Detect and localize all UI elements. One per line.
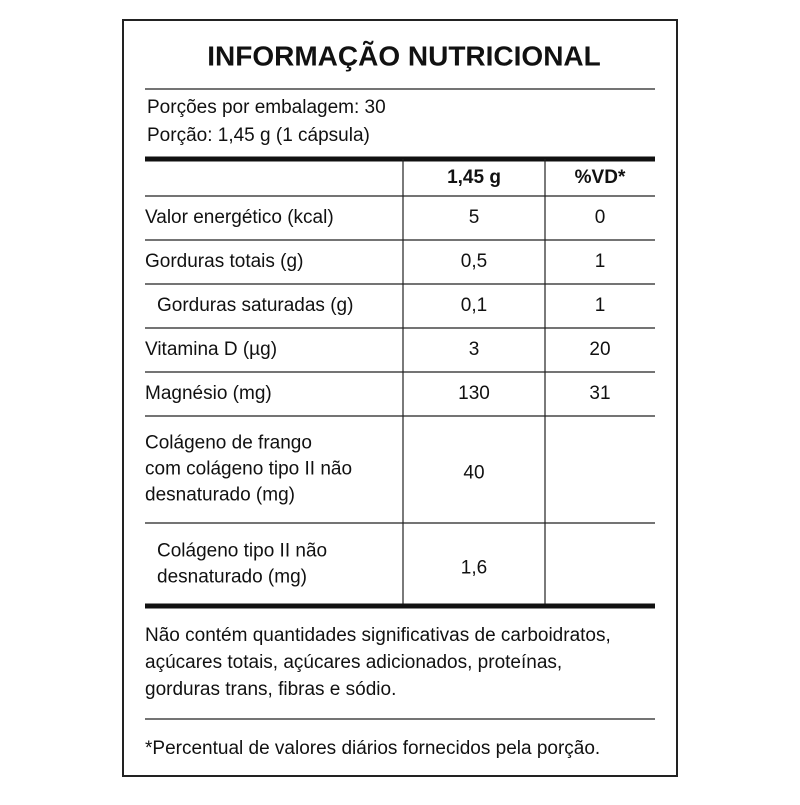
nutrient-label: Vitamina D (µg) (145, 339, 277, 360)
amount: 0,1 (461, 295, 487, 316)
footer-note: gorduras trans, fibras e sódio. (145, 679, 396, 700)
footer-note: açúcares totais, açúcares adicionados, p… (145, 652, 562, 673)
daily-value: 1 (595, 295, 606, 316)
nutrient-label: desnaturado (mg) (157, 567, 307, 588)
column-header: 1,45 g (447, 167, 501, 188)
nutrient-label: desnaturado (mg) (145, 485, 295, 506)
amount: 0,5 (461, 251, 487, 272)
nutrient-label: Colágeno de frango (145, 433, 312, 454)
title: INFORMAÇÃO NUTRICIONAL (207, 40, 601, 71)
footer-note: Não contém quantidades significativas de… (145, 625, 611, 646)
amount: 1,6 (461, 558, 487, 579)
nutrient-label: com colágeno tipo II não (145, 459, 352, 480)
nutrient-label: Gorduras totais (g) (145, 251, 303, 272)
amount: 130 (458, 383, 490, 404)
footnote: *Percentual de valores diários fornecido… (145, 738, 600, 759)
daily-value: 31 (589, 383, 610, 404)
amount: 5 (469, 207, 480, 228)
daily-value: 20 (589, 339, 610, 360)
serving-info: Porção: 1,45 g (1 cápsula) (147, 125, 370, 146)
daily-value: 1 (595, 251, 606, 272)
nutrient-label: Magnésio (mg) (145, 383, 272, 404)
amount: 3 (469, 339, 480, 360)
column-header: %VD* (575, 167, 626, 188)
nutrient-label: Gorduras saturadas (g) (157, 295, 353, 316)
amount: 40 (463, 463, 484, 484)
nutrient-label: Colágeno tipo II não (157, 541, 327, 562)
daily-value: 0 (595, 207, 606, 228)
serving-info: Porções por embalagem: 30 (147, 97, 386, 118)
nutrient-label: Valor energético (kcal) (145, 207, 334, 228)
label-border (122, 19, 678, 777)
